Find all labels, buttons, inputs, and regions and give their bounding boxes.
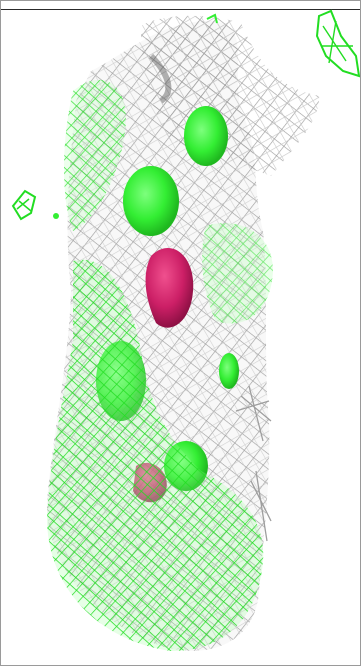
top-divider-line — [1, 9, 360, 10]
grey-mesh-right-strands — [235, 385, 272, 542]
green-fragments — [11, 9, 360, 221]
